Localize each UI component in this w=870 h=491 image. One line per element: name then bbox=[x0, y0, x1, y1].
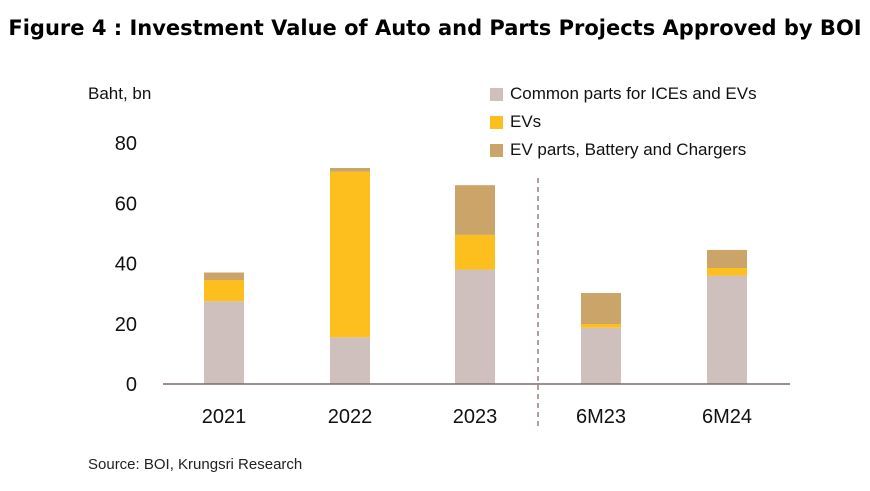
x-tick-label-2021: 2021 bbox=[202, 406, 247, 428]
legend-swatch-evs bbox=[490, 115, 503, 129]
chart-title: Figure 4 : Investment Value of Auto and … bbox=[8, 16, 862, 40]
bar-2023-series-2 bbox=[455, 234, 495, 270]
bar-6m24-series-1 bbox=[707, 275, 747, 384]
legend-item-ev-parts: EV parts, Battery and Chargers bbox=[490, 136, 757, 164]
bar-6m24-series-2 bbox=[707, 268, 747, 276]
x-tick-label-6m23: 6M23 bbox=[576, 406, 626, 428]
legend-item-common-parts: Common parts for ICEs and EVs bbox=[490, 80, 757, 108]
legend-swatch-ev-parts bbox=[490, 143, 503, 157]
bar-2023-series-3 bbox=[455, 185, 495, 235]
x-tick-label-2022: 2022 bbox=[328, 406, 373, 428]
legend: Common parts for ICEs and EVs EVs EV par… bbox=[490, 80, 757, 164]
bar-6m24-series-3 bbox=[707, 249, 747, 269]
y-axis-label: Baht, bn bbox=[88, 84, 152, 103]
x-tick-label-2023: 2023 bbox=[453, 406, 498, 428]
x-tick-label-6m24: 6M24 bbox=[702, 406, 752, 428]
y-tick-label-20: 20 bbox=[115, 314, 137, 336]
y-tick-label-0: 0 bbox=[126, 374, 137, 396]
bar-2022-series-3 bbox=[330, 168, 370, 172]
source-note: Source: BOI, Krungsri Research bbox=[88, 456, 303, 473]
legend-label-common-parts: Common parts for ICEs and EVs bbox=[510, 84, 757, 103]
bar-2023-series-1 bbox=[455, 269, 495, 384]
bar-2021-series-2 bbox=[204, 280, 244, 302]
bar-6m23-series-2 bbox=[581, 324, 621, 328]
bar-2022-series-1 bbox=[330, 337, 370, 384]
bar-2022-series-2 bbox=[330, 171, 370, 338]
bar-6m23-series-3 bbox=[581, 293, 621, 325]
legend-swatch-common-parts bbox=[490, 87, 503, 101]
legend-label-evs: EVs bbox=[510, 112, 542, 131]
y-tick-label-60: 60 bbox=[115, 193, 137, 215]
bar-6m23-series-1 bbox=[581, 327, 621, 384]
bar-2021-series-1 bbox=[204, 301, 244, 384]
bar-2021-series-3 bbox=[204, 272, 244, 281]
legend-label-ev-parts: EV parts, Battery and Chargers bbox=[510, 140, 747, 159]
y-tick-label-40: 40 bbox=[115, 254, 137, 276]
legend-item-evs: EVs bbox=[490, 108, 757, 136]
y-tick-label-80: 80 bbox=[115, 133, 137, 155]
